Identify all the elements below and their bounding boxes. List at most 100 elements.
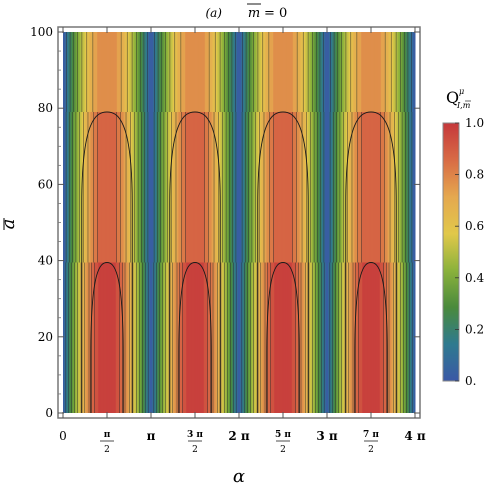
heatmap-cell [247, 32, 250, 113]
heatmap-cell [279, 32, 281, 113]
heatmap-cell [320, 32, 322, 113]
heatmap-cell [193, 262, 195, 413]
heatmap-band-2 [63, 32, 416, 113]
heatmap-cell [325, 112, 327, 263]
heatmap-cell [284, 32, 287, 113]
heatmap-cell [374, 32, 377, 113]
heatmap-cell [116, 112, 119, 263]
heatmap-cell [261, 262, 263, 413]
heatmap-cell [174, 112, 176, 263]
heatmap-cell [326, 262, 328, 413]
heatmap-cell [319, 262, 321, 413]
heatmap-cell [126, 262, 129, 413]
heatmap-cell [318, 32, 320, 113]
heatmap-cell [239, 112, 241, 263]
heatmap-cell [107, 262, 109, 413]
heatmap-cell [92, 112, 94, 263]
heatmap-cell [196, 112, 199, 263]
heatmap-cell [136, 112, 138, 263]
heatmap-cell [343, 262, 346, 413]
heatmap-cell [95, 262, 97, 413]
heatmap-cell [195, 32, 197, 113]
heatmap-cell [176, 32, 178, 113]
heatmap-cell [236, 112, 238, 263]
heatmap-cell [396, 32, 398, 113]
heatmap-cell [178, 112, 180, 263]
heatmap-cell [151, 112, 153, 263]
colorbar-tick-label: 1.0 [465, 116, 484, 130]
heatmap-cell [254, 262, 257, 413]
heatmap-cell [210, 32, 213, 113]
heatmap-cell [260, 112, 262, 263]
heatmap-cell [287, 32, 290, 113]
heatmap-cell [403, 112, 405, 263]
heatmap-cell [313, 32, 315, 113]
heatmap-cell [209, 112, 212, 263]
heatmap-cell [375, 262, 378, 413]
heatmap-cell [91, 112, 93, 263]
heatmap-cell [318, 112, 320, 263]
heatmap-cell [368, 32, 370, 113]
heatmap-cell [150, 112, 152, 263]
heatmap-cell [265, 112, 267, 263]
heatmap-cell [107, 32, 109, 113]
heatmap-cell [161, 32, 164, 113]
y-tick-label: 60 [38, 177, 53, 191]
heatmap-cell [224, 112, 226, 263]
heatmap-cell [190, 32, 192, 113]
heatmap-cell [222, 112, 224, 263]
heatmap-cell [302, 112, 305, 263]
heatmap-cell [364, 262, 366, 413]
heatmap-cell [122, 112, 125, 263]
heatmap-cell [156, 262, 159, 413]
heatmap-cell [197, 262, 200, 413]
heatmap-cell [303, 32, 306, 113]
heatmap-cell [306, 32, 308, 113]
heatmap-cell [272, 112, 274, 263]
heatmap-cell [165, 32, 168, 113]
heatmap-cell [164, 112, 167, 263]
heatmap-cell [187, 112, 189, 263]
heatmap-cell [188, 32, 190, 113]
heatmap-cell [237, 112, 239, 263]
heatmap-cell [188, 262, 190, 413]
contour-dome [354, 262, 388, 413]
heatmap-cell [304, 32, 306, 113]
heatmap-cell [203, 262, 206, 413]
heatmap-cell [218, 32, 220, 113]
heatmap-cell [119, 32, 122, 113]
heatmap-cell [211, 32, 214, 113]
heatmap-cell [215, 32, 218, 113]
heatmap-cell [66, 112, 69, 263]
heatmap-cell [221, 262, 223, 413]
heatmap-cell [262, 262, 264, 413]
heatmap-cell [377, 112, 380, 263]
heatmap-cell [84, 112, 86, 263]
heatmap-cell [80, 112, 83, 263]
heatmap-cell [202, 262, 205, 413]
x-tick-denominator: 2 [280, 445, 286, 455]
heatmap-cell [155, 32, 158, 113]
heatmap-cell [114, 112, 117, 263]
heatmap-cell [114, 32, 117, 113]
heatmap-cell [306, 112, 308, 263]
heatmap-cell [347, 112, 350, 263]
heatmap-cell [384, 112, 387, 263]
heatmap-cell [192, 112, 194, 263]
heatmap-cell [303, 112, 306, 263]
heatmap-cell [200, 32, 203, 113]
heatmap-cell [244, 32, 247, 113]
heatmap-cell [127, 112, 130, 263]
heatmap-cell [413, 112, 415, 263]
colorbar-label-sub: I,m [456, 101, 471, 110]
heatmap-cell [177, 32, 179, 113]
heatmap-cell [146, 112, 148, 263]
heatmap-cell [300, 112, 303, 263]
heatmap-cell [267, 112, 269, 263]
heatmap-cell [379, 262, 382, 413]
heatmap-cell [270, 32, 272, 113]
panel-label: (a) [205, 6, 222, 20]
heatmap-cell [289, 262, 292, 413]
heatmap-cell [265, 262, 267, 413]
